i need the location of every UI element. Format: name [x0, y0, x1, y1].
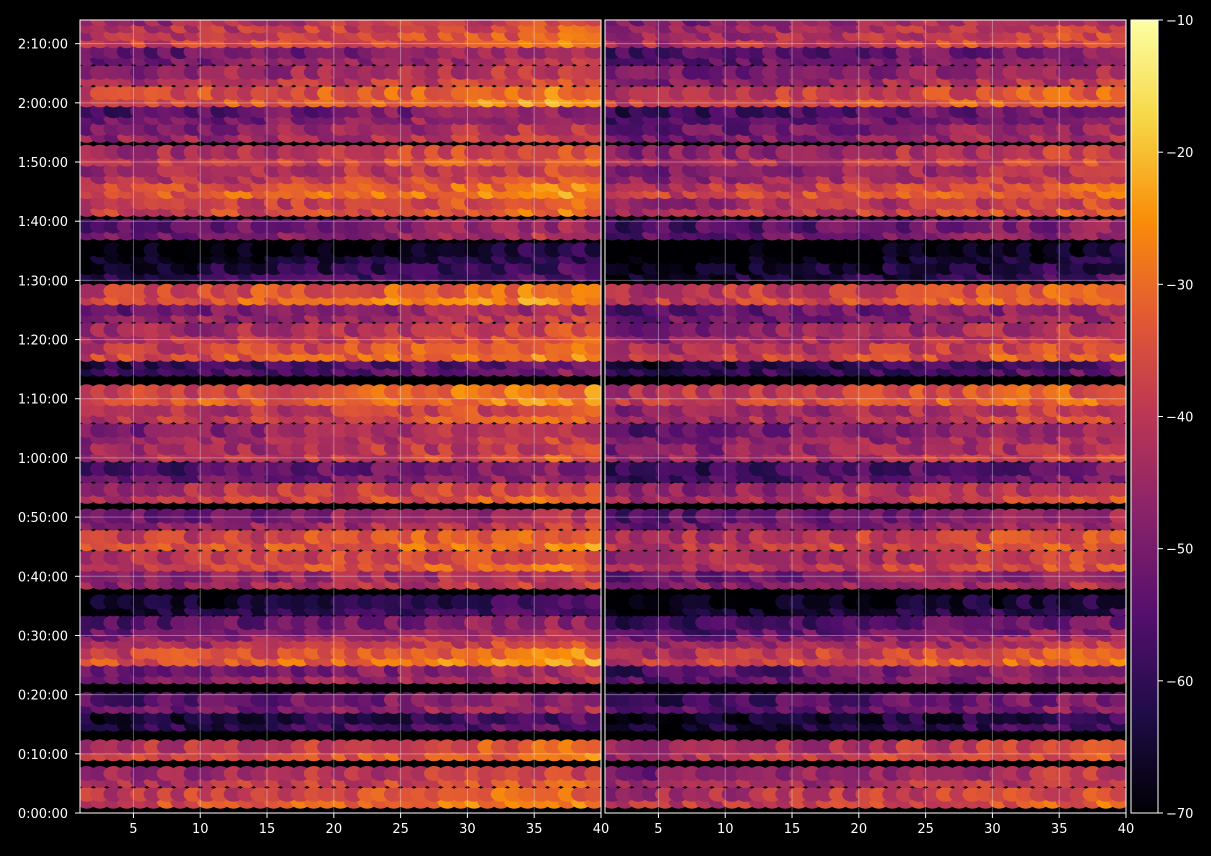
panel-left: [77, 12, 605, 814]
panel-right: [602, 12, 1130, 814]
